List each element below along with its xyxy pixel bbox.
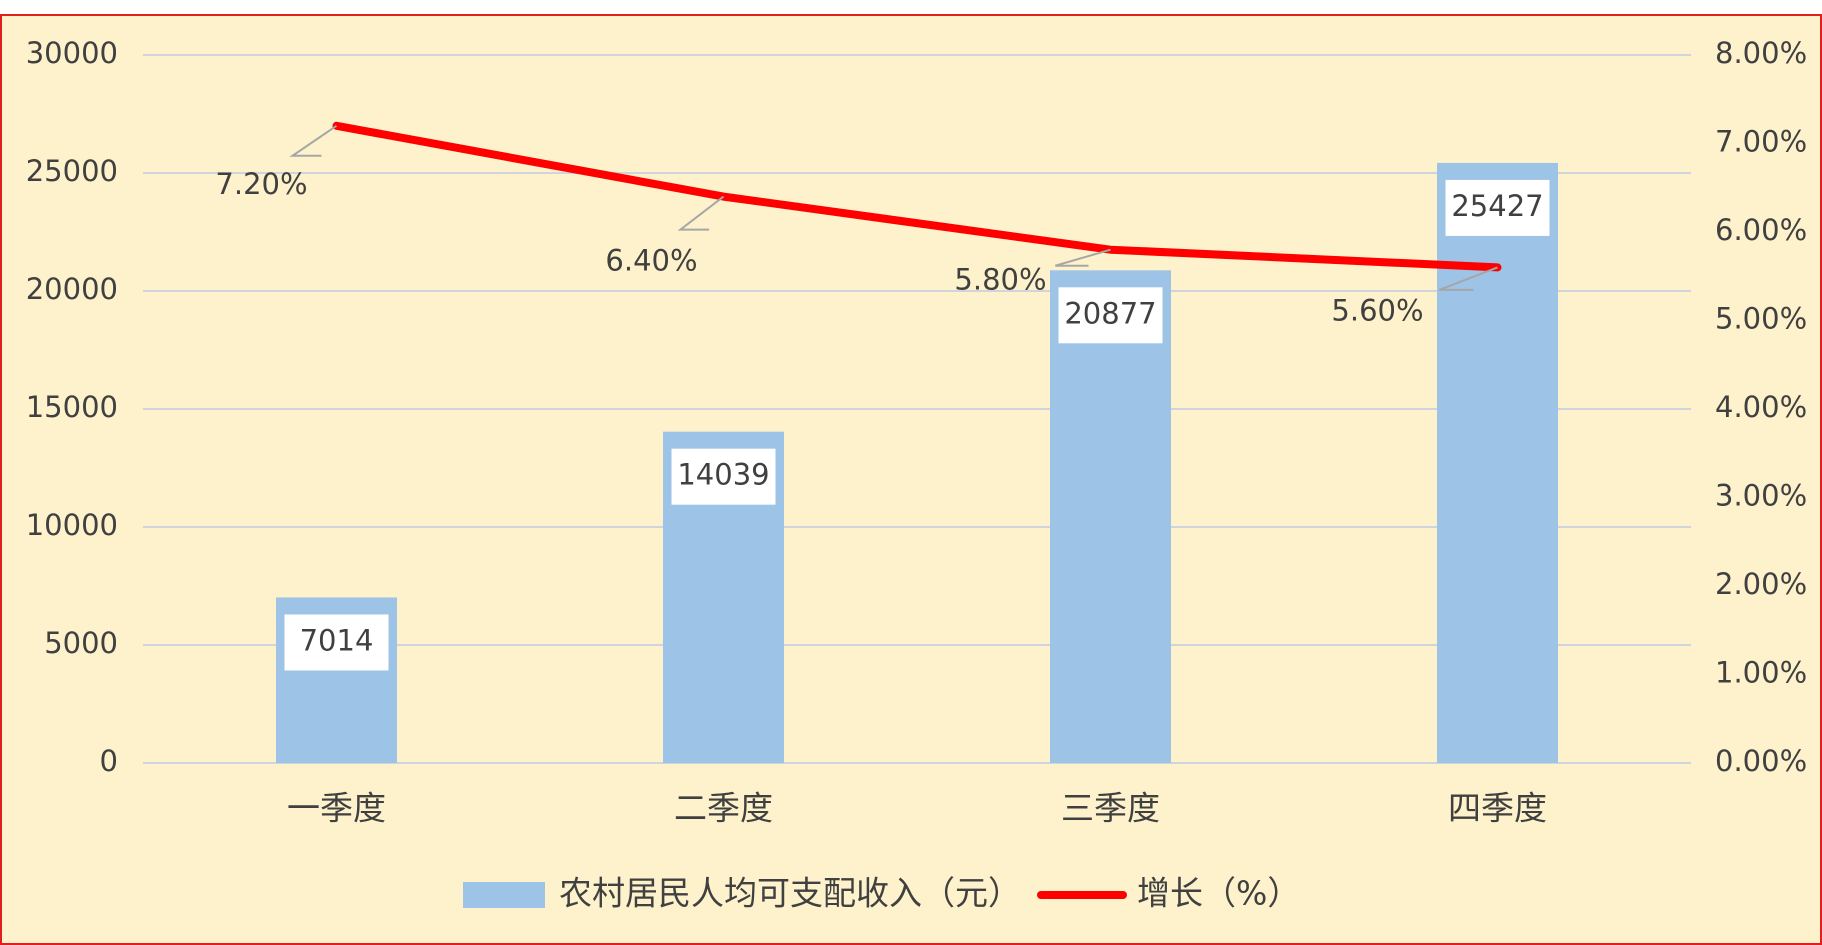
y-tick-label: 10000 xyxy=(26,508,118,542)
data-label-box xyxy=(1058,287,1163,344)
x-tick-label: 一季度 xyxy=(287,789,386,828)
leader-line xyxy=(677,195,725,231)
leader-line xyxy=(1438,266,1498,291)
data-label: 5.80% xyxy=(954,263,1046,297)
legend-label: 增长（%） xyxy=(1137,874,1300,913)
y-tick-label: 25000 xyxy=(26,154,118,188)
y2-tick-label: 0.00% xyxy=(1715,744,1807,778)
y-tick-label: 20000 xyxy=(26,272,118,306)
data-label-box xyxy=(671,448,776,505)
x-tick-label: 四季度 xyxy=(1448,789,1547,828)
data-label: 20877 xyxy=(1064,296,1156,330)
bar xyxy=(1050,270,1171,763)
leader-line xyxy=(289,124,338,157)
data-label: 14039 xyxy=(677,458,769,492)
y-tick-label: 30000 xyxy=(26,36,118,70)
x-tick-label: 二季度 xyxy=(674,789,773,828)
x-tick-label: 三季度 xyxy=(1061,789,1160,828)
y2-tick-label: 7.00% xyxy=(1715,125,1807,159)
data-label-box xyxy=(284,614,389,671)
data-label: 6.40% xyxy=(605,244,697,278)
data-label: 5.60% xyxy=(1331,293,1423,327)
y2-tick-label: 1.00% xyxy=(1715,656,1807,690)
data-label: 7014 xyxy=(300,623,374,657)
y2-tick-label: 8.00% xyxy=(1715,36,1807,70)
y-tick-label: 15000 xyxy=(26,390,118,424)
y2-tick-label: 6.00% xyxy=(1715,213,1807,247)
data-label: 25427 xyxy=(1451,189,1543,223)
leader-line xyxy=(1055,248,1111,267)
y2-tick-label: 3.00% xyxy=(1715,479,1807,513)
data-label: 7.20% xyxy=(215,167,307,201)
bar xyxy=(1437,162,1558,764)
data-label-box xyxy=(1445,179,1550,236)
y2-tick-label: 4.00% xyxy=(1715,390,1807,424)
y-tick-label: 5000 xyxy=(44,626,118,660)
line xyxy=(332,121,1502,272)
y2-tick-label: 5.00% xyxy=(1715,302,1807,336)
legend-swatch xyxy=(463,882,545,908)
legend-label: 农村居民人均可支配收入（元） xyxy=(559,874,1021,913)
y2-tick-label: 2.00% xyxy=(1715,567,1807,601)
y-tick-label: 0 xyxy=(100,744,118,778)
